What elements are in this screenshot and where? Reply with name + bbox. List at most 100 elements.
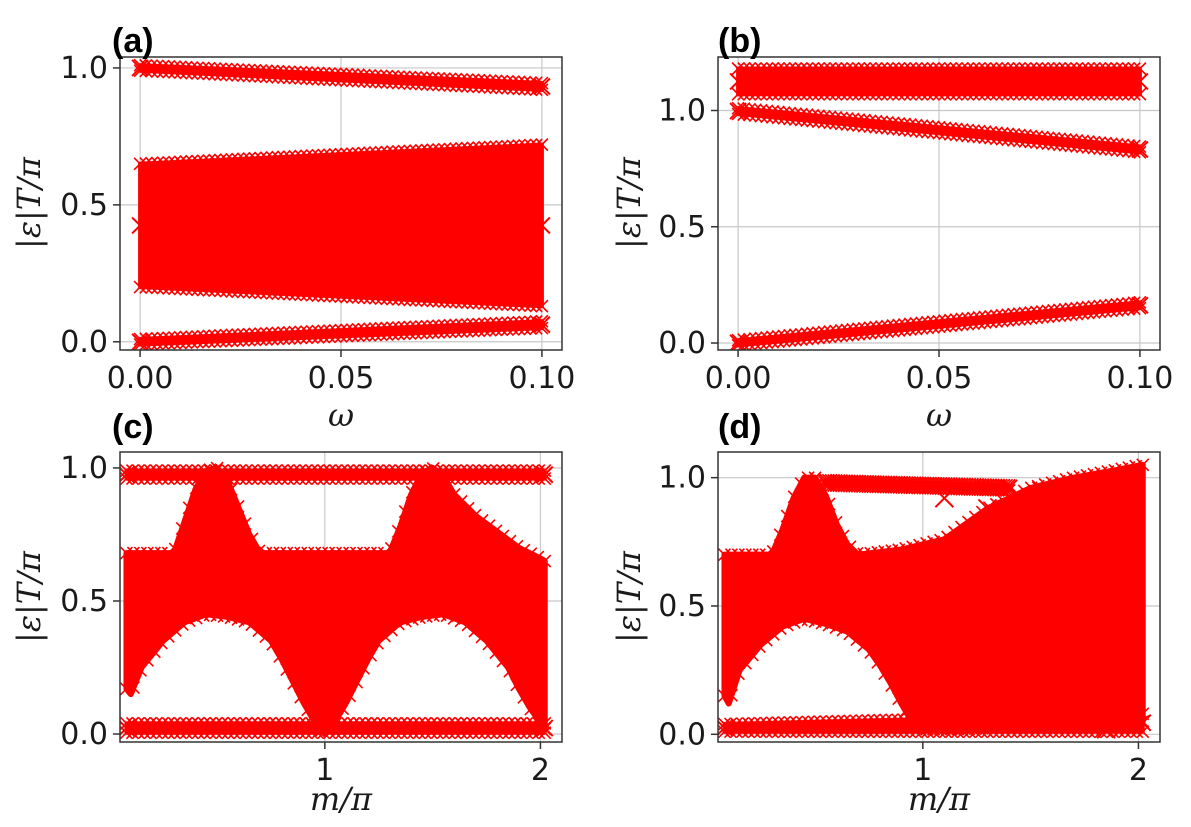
band-marker xyxy=(765,62,780,76)
band-marker xyxy=(203,726,217,740)
band-marker xyxy=(1112,725,1126,739)
band-marker xyxy=(221,472,235,486)
band-marker xyxy=(1070,62,1084,76)
band-marker xyxy=(1064,725,1078,739)
band-marker xyxy=(329,726,343,740)
band-marker xyxy=(454,141,469,156)
band-marker xyxy=(891,725,905,739)
band-marker xyxy=(420,294,434,308)
band-marker xyxy=(149,726,163,740)
x-tick-label: 2 xyxy=(531,753,550,788)
band-marker xyxy=(1058,87,1072,101)
band-marker xyxy=(225,284,239,298)
band-marker xyxy=(512,75,526,89)
band-marker xyxy=(329,472,343,486)
band-marker xyxy=(837,714,851,728)
band-marker xyxy=(855,714,869,728)
y-axis-label: |ε|T/π xyxy=(610,550,648,643)
band-marker xyxy=(287,472,301,486)
bulk-lower-marker xyxy=(517,690,531,704)
band-marker xyxy=(1127,62,1141,76)
band-marker xyxy=(448,726,462,740)
band-marker xyxy=(388,726,402,740)
band-marker xyxy=(819,714,833,729)
band-marker xyxy=(538,716,552,730)
band-marker xyxy=(968,725,983,739)
band-marker xyxy=(961,87,975,101)
band-marker xyxy=(197,472,211,486)
band-marker xyxy=(1082,725,1096,739)
band-marker xyxy=(202,153,216,168)
band-marker xyxy=(449,295,463,309)
band-marker xyxy=(156,156,170,170)
band-marker xyxy=(251,472,265,486)
band-marker xyxy=(1047,87,1061,101)
band-end-marker xyxy=(729,72,747,91)
bulk-lower-marker xyxy=(266,637,280,651)
band-marker xyxy=(394,726,408,740)
band-marker xyxy=(731,333,745,347)
band-end-marker xyxy=(1000,479,1018,497)
band-marker xyxy=(514,716,528,730)
band-marker xyxy=(317,716,331,730)
band-marker xyxy=(748,62,762,76)
band-marker xyxy=(753,725,767,739)
band-marker xyxy=(955,62,969,76)
panel-label: (b) xyxy=(718,22,761,60)
band-marker xyxy=(495,139,509,154)
band-marker xyxy=(489,297,503,311)
band-marker xyxy=(817,62,831,76)
bulk-lower-marker xyxy=(766,627,780,641)
band-marker xyxy=(215,726,229,740)
band-marker xyxy=(412,472,426,486)
band-marker xyxy=(442,726,456,740)
band-marker xyxy=(1124,707,1138,721)
band-end-marker xyxy=(729,102,747,120)
band-marker xyxy=(962,711,977,725)
band-marker xyxy=(989,62,1003,76)
band-marker xyxy=(436,472,450,486)
band-marker xyxy=(927,712,941,726)
band-marker xyxy=(754,62,768,76)
band-marker xyxy=(400,472,414,486)
band-marker xyxy=(323,472,337,486)
band-marker xyxy=(966,87,981,101)
band-marker xyxy=(299,472,313,486)
bulk-upper-marker xyxy=(161,546,175,560)
band-marker xyxy=(133,280,147,294)
band-marker xyxy=(397,293,411,307)
x-tick-label: 0.05 xyxy=(906,361,973,396)
band-marker xyxy=(1064,87,1078,101)
band-marker xyxy=(219,284,233,298)
band-marker xyxy=(196,154,210,168)
x-axis-label: m/π xyxy=(310,780,373,818)
band-marker xyxy=(777,62,791,76)
band-marker xyxy=(760,62,774,76)
band-marker xyxy=(406,472,420,486)
bulk-lower-marker xyxy=(356,661,371,675)
bulk-upper-marker xyxy=(468,508,482,522)
bulk-lower-marker xyxy=(738,656,752,670)
bulk-lower-marker xyxy=(336,702,350,716)
band-marker xyxy=(490,726,504,740)
band-marker xyxy=(299,726,313,740)
band-marker xyxy=(437,142,451,156)
band-marker xyxy=(490,716,504,730)
band-marker xyxy=(783,62,797,76)
band-marker xyxy=(363,146,377,160)
y-tick-label: 0.0 xyxy=(658,717,706,752)
band-marker xyxy=(1075,87,1090,101)
band-marker xyxy=(974,725,988,739)
band-marker xyxy=(1124,725,1138,739)
band-marker xyxy=(281,716,295,730)
y-tick-label: 1.0 xyxy=(60,451,108,486)
band-marker xyxy=(532,472,546,486)
band-marker xyxy=(275,726,289,740)
band-marker xyxy=(257,716,271,730)
band-marker xyxy=(227,726,241,740)
bulk-upper-marker xyxy=(224,482,238,496)
band-marker xyxy=(120,472,134,486)
band-marker xyxy=(196,283,210,297)
band-marker xyxy=(424,472,438,486)
band-marker xyxy=(834,62,848,76)
